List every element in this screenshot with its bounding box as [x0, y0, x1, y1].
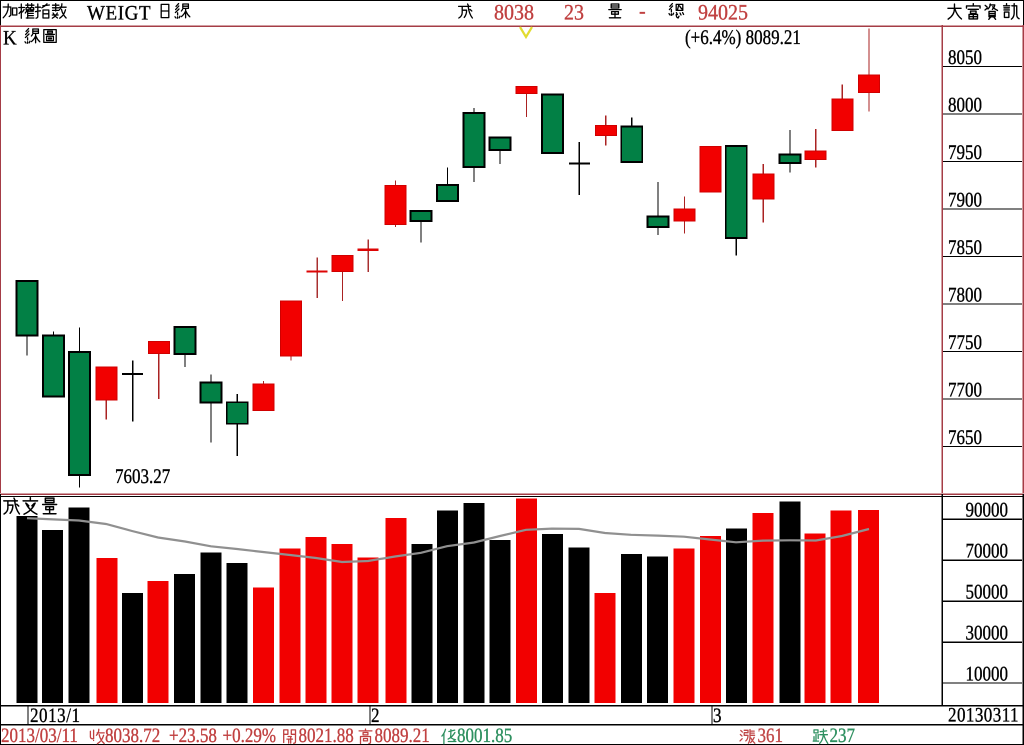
svg-text:7700: 7700 [948, 378, 982, 401]
svg-text:7800: 7800 [948, 283, 982, 306]
svg-text:-: - [639, 0, 646, 24]
svg-text:+0.29%: +0.29% [223, 724, 277, 745]
svg-text:8038: 8038 [494, 1, 534, 25]
svg-text:10000: 10000 [966, 662, 1009, 685]
svg-text:(+6.4%) 8089.21: (+6.4%) 8089.21 [685, 26, 801, 49]
svg-text:7950: 7950 [948, 141, 982, 164]
svg-text:8089.21: 8089.21 [375, 724, 430, 745]
svg-text:3: 3 [713, 704, 722, 727]
svg-text:23: 23 [564, 1, 584, 25]
svg-text:2: 2 [371, 704, 380, 727]
svg-text:7650: 7650 [948, 426, 982, 449]
svg-text:20130311: 20130311 [948, 704, 1019, 727]
svg-text:7900: 7900 [948, 188, 982, 211]
svg-text:7603.27: 7603.27 [115, 465, 171, 488]
svg-text:7750: 7750 [948, 331, 982, 354]
svg-text:8050: 8050 [948, 46, 982, 69]
svg-text:+23.58: +23.58 [169, 724, 217, 745]
svg-text:361: 361 [758, 724, 784, 745]
svg-text:2013/03/11: 2013/03/11 [1, 724, 78, 745]
svg-text:8021.88: 8021.88 [299, 724, 354, 745]
svg-text:237: 237 [830, 724, 856, 745]
svg-text:8000: 8000 [948, 93, 982, 116]
svg-text:8001.85: 8001.85 [457, 724, 512, 745]
svg-text:94025: 94025 [698, 1, 748, 25]
svg-text:90000: 90000 [966, 498, 1009, 521]
svg-text:8038.72: 8038.72 [105, 724, 160, 745]
svg-text:7850: 7850 [948, 236, 982, 259]
svg-text:30000: 30000 [966, 621, 1009, 644]
svg-text:WEIGT: WEIGT [87, 2, 151, 25]
svg-text:50000: 50000 [966, 580, 1009, 603]
svg-text:K: K [3, 27, 17, 50]
svg-text:70000: 70000 [966, 539, 1009, 562]
svg-text:2013/1: 2013/1 [30, 704, 81, 727]
